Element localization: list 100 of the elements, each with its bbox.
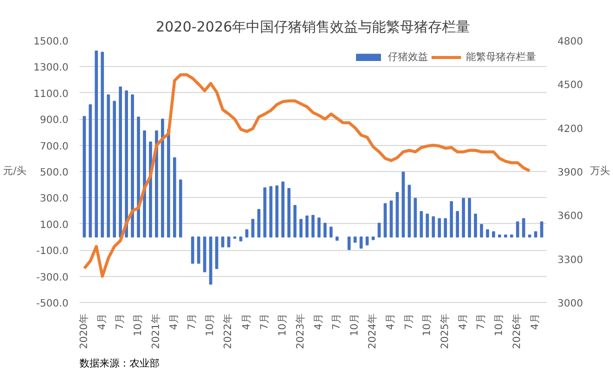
y-tick-label: -500.0 (36, 298, 69, 310)
bar (432, 216, 435, 238)
x-tick-label: 4月 (241, 313, 252, 330)
bar (486, 229, 490, 238)
x-tick-label: 7月 (332, 313, 343, 330)
bar (396, 192, 399, 238)
bar (257, 208, 260, 238)
bar (336, 236, 339, 241)
bar (197, 236, 200, 264)
bar (323, 222, 327, 238)
bar (426, 214, 429, 238)
bar (251, 218, 254, 238)
bar (444, 218, 447, 238)
x-tick-label: 10月 (132, 313, 144, 336)
y2-tick-label: 4200 (558, 124, 583, 135)
x-tick-label: 2023年 (294, 313, 306, 349)
bar (317, 218, 321, 238)
x-tick-label: 4月 (96, 313, 108, 330)
y-axis-title: 元/头 (3, 165, 27, 177)
bar (191, 236, 194, 264)
bar (299, 218, 303, 238)
y-tick-label: 100.0 (40, 220, 69, 231)
x-tick-label: 4月 (386, 313, 397, 330)
bar (263, 187, 266, 238)
bar (402, 172, 405, 238)
x-tick-label: 4月 (458, 313, 469, 330)
bar (390, 200, 393, 238)
bar (118, 86, 122, 238)
y-tick-label: 1500.0 (34, 36, 69, 48)
bar (215, 236, 218, 269)
bar (179, 180, 182, 238)
bar (160, 118, 164, 238)
chart-title: 2020-2026年中国仔猪销售效益与能繁母猪存栏量 (156, 20, 470, 36)
bar (112, 100, 116, 238)
bar (516, 221, 520, 238)
y-tick-label: 500.0 (40, 168, 69, 178)
y-tick-label: 1300.0 (34, 62, 69, 74)
bar (480, 224, 484, 238)
bar (348, 236, 351, 250)
bar (275, 185, 278, 238)
bar (540, 221, 544, 238)
x-tick-label: 10月 (494, 313, 506, 336)
y-tick-label: -100.0 (36, 246, 69, 258)
x-tick-label: 7月 (259, 313, 270, 330)
bar (203, 236, 206, 272)
bar (330, 226, 333, 238)
y2-tick-label: 3900 (558, 168, 583, 178)
x-tick-label: 2025年 (438, 313, 451, 349)
bar (468, 198, 472, 238)
source-note: 数据来源：农业部 (80, 358, 160, 370)
bar (378, 222, 381, 238)
y2-tick-label: 4800 (558, 36, 583, 48)
bar (221, 236, 224, 248)
bar (281, 181, 284, 238)
y-tick-label: 1100.0 (34, 88, 69, 100)
y2-tick-label: 3600 (558, 211, 583, 222)
bar (372, 236, 375, 240)
x-tick-label: 2021年 (150, 313, 162, 349)
bar (167, 129, 170, 238)
y2-tick-label: 4500 (558, 80, 583, 92)
y2-axis-title: 万头 (590, 165, 610, 177)
bar (293, 205, 296, 238)
x-tick-label: 4月 (530, 313, 542, 330)
bar (456, 210, 459, 238)
bar (130, 94, 134, 238)
x-tick-label: 2024年 (366, 313, 379, 349)
bar (522, 218, 526, 238)
bar (173, 157, 176, 238)
x-tick-label: 10月 (277, 313, 288, 336)
x-tick-label: 2020年 (78, 313, 90, 349)
x-tick-label: 7月 (404, 313, 415, 330)
bar (492, 231, 496, 238)
bar (360, 236, 363, 249)
bar (311, 214, 315, 238)
bar (94, 50, 98, 238)
bar (269, 186, 272, 238)
bar (136, 116, 140, 238)
y-tick-label: 900.0 (40, 115, 69, 126)
bar (227, 236, 230, 248)
bar (414, 198, 417, 238)
y2-tick-label: 3300 (558, 254, 583, 266)
bar (88, 104, 92, 238)
bar (438, 218, 441, 238)
legend-label: 能繁母猪存栏量 (466, 50, 536, 64)
bar (239, 236, 242, 242)
bar (100, 52, 104, 238)
bar (82, 116, 86, 238)
bar (408, 184, 411, 238)
x-tick-label: 7月 (187, 313, 198, 330)
x-tick-label: 10月 (350, 313, 361, 336)
x-tick-label: 2022年 (222, 313, 234, 349)
bar (450, 201, 453, 238)
legend-label: 仔猪效益 (388, 50, 428, 64)
bar (534, 231, 538, 238)
x-tick-label: 10月 (205, 313, 216, 336)
bar (354, 236, 357, 243)
x-tick-label: 7月 (476, 313, 488, 330)
line-series (82, 73, 532, 278)
y-tick-label: 300.0 (40, 194, 69, 205)
bar (287, 188, 290, 238)
